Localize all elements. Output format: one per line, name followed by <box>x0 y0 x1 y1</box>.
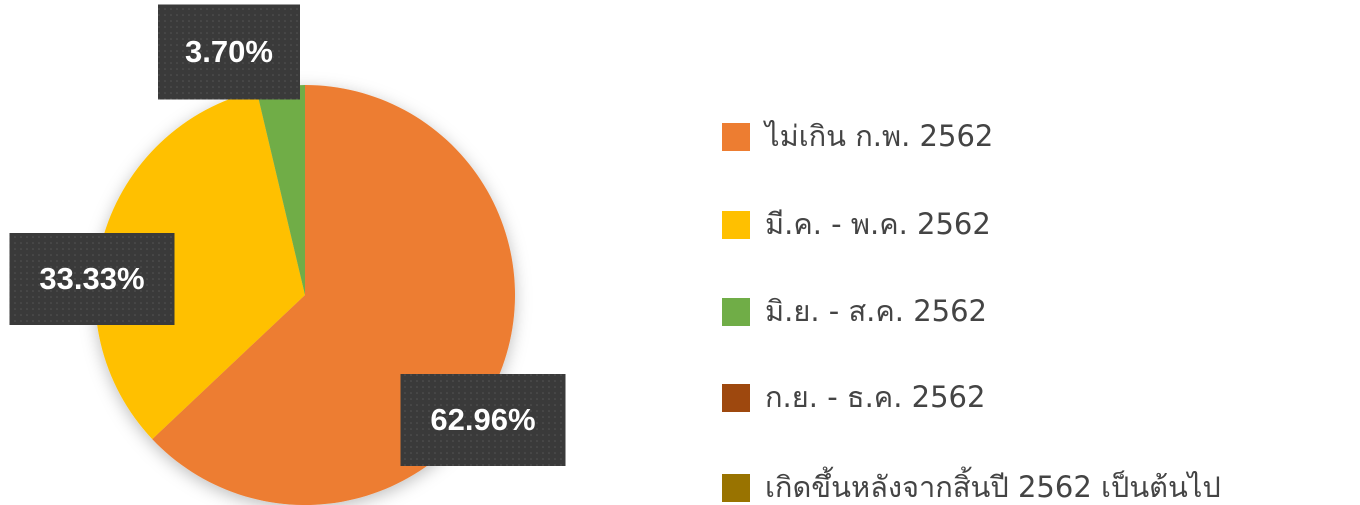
legend-swatch <box>722 298 750 326</box>
legend-label: เกิดขึ้นหลังจากสิ้นปี 2562 เป็นต้นไป <box>765 466 1221 504</box>
legend-label: ไม่เกิน ก.พ. 2562 <box>763 119 993 153</box>
data-label: 3.70% <box>185 34 273 69</box>
legend-swatch <box>722 384 750 412</box>
legend-swatch <box>722 123 750 151</box>
data-label: 33.33% <box>39 261 144 296</box>
legend-label: มี.ค. - พ.ค. 2562 <box>765 207 991 241</box>
pie-slice <box>95 90 305 440</box>
legend-label: มิ.ย. - ส.ค. 2562 <box>765 294 987 328</box>
legend-label: ก.ย. - ธ.ค. 2562 <box>765 380 985 414</box>
pie-slice <box>256 85 305 295</box>
data-label-box <box>9 233 175 325</box>
data-label-box <box>400 374 566 466</box>
legend-swatch <box>722 474 750 502</box>
data-label-box <box>158 4 300 100</box>
legend-swatch <box>722 211 750 239</box>
data-label: 62.96% <box>430 402 535 437</box>
